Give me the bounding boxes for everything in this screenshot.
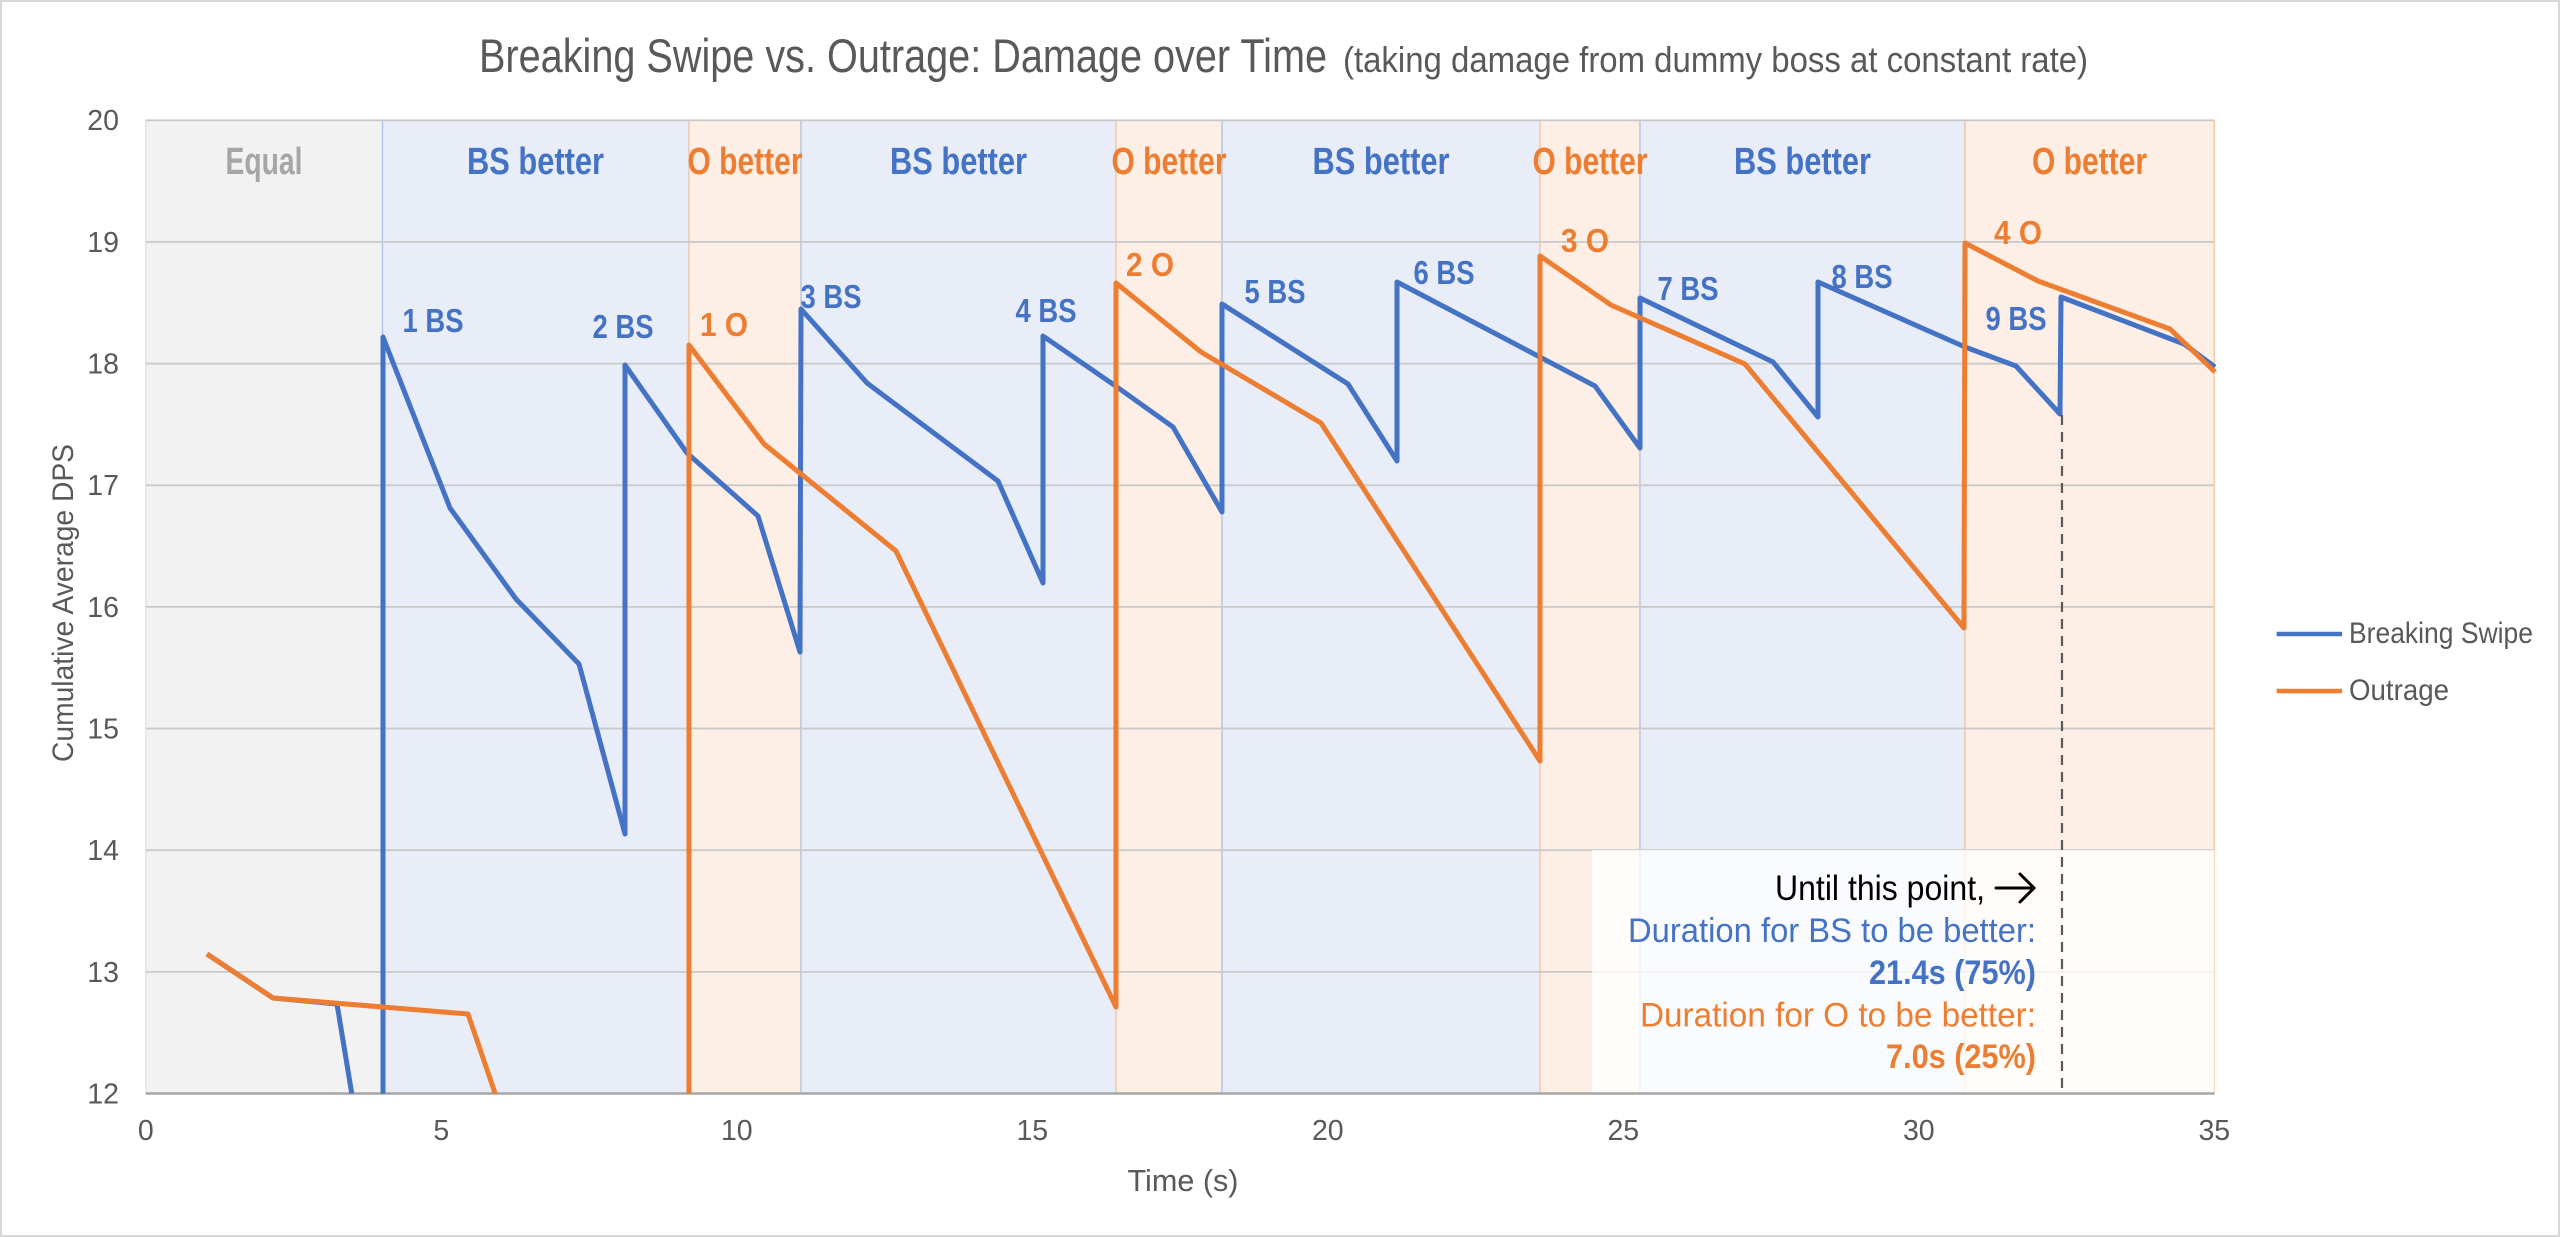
svg-text:17: 17 — [87, 470, 119, 502]
svg-text:Duration for O to be better:: Duration for O to be better: — [1640, 997, 2036, 1035]
svg-text:8 BS: 8 BS — [1832, 258, 1893, 295]
svg-text:15: 15 — [1016, 1115, 1048, 1147]
svg-text:10: 10 — [721, 1115, 753, 1147]
svg-text:6 BS: 6 BS — [1414, 254, 1475, 291]
svg-text:30: 30 — [1903, 1115, 1935, 1147]
svg-text:O better: O better — [688, 141, 803, 183]
svg-text:BS better: BS better — [1313, 141, 1450, 183]
svg-text:4 BS: 4 BS — [1016, 292, 1077, 329]
svg-text:O better: O better — [2032, 141, 2147, 183]
svg-text:7 BS: 7 BS — [1658, 270, 1719, 307]
svg-text:1 O: 1 O — [700, 306, 748, 343]
svg-text:15: 15 — [87, 713, 119, 745]
svg-text:3 BS: 3 BS — [801, 278, 862, 315]
svg-text:3 O: 3 O — [1561, 222, 1609, 259]
svg-text:Until this point,: Until this point, — [1775, 869, 1985, 908]
svg-text:BS better: BS better — [1734, 141, 1871, 183]
svg-text:Outrage: Outrage — [2349, 674, 2449, 707]
svg-text:Breaking Swipe: Breaking Swipe — [2349, 617, 2533, 650]
svg-text:5: 5 — [433, 1115, 449, 1147]
svg-text:21.4s (75%): 21.4s (75%) — [1869, 954, 2036, 992]
svg-text:20: 20 — [87, 105, 119, 137]
svg-text:Breaking Swipe vs. Outrage: Da: Breaking Swipe vs. Outrage: Damage over … — [479, 29, 1327, 82]
svg-text:2 BS: 2 BS — [593, 308, 654, 345]
svg-text:1 BS: 1 BS — [403, 302, 464, 339]
svg-text:19: 19 — [87, 227, 119, 259]
svg-text:16: 16 — [87, 592, 119, 624]
svg-text:14: 14 — [87, 835, 119, 867]
svg-text:Duration for BS to be better:: Duration for BS to be better: — [1628, 912, 2036, 950]
svg-text:20: 20 — [1312, 1115, 1344, 1147]
svg-text:35: 35 — [2198, 1115, 2230, 1147]
svg-text:13: 13 — [87, 957, 119, 989]
svg-text:Time (s): Time (s) — [1128, 1163, 1239, 1198]
svg-text:Equal: Equal — [226, 141, 303, 183]
svg-text:18: 18 — [87, 349, 119, 381]
svg-text:4 O: 4 O — [1994, 214, 2042, 251]
svg-text:25: 25 — [1607, 1115, 1639, 1147]
svg-text:7.0s (25%): 7.0s (25%) — [1886, 1038, 2036, 1076]
svg-text:2 O: 2 O — [1126, 246, 1174, 283]
svg-text:12: 12 — [87, 1078, 119, 1110]
svg-text:9 BS: 9 BS — [1986, 300, 2047, 337]
svg-text:BS better: BS better — [467, 141, 604, 183]
svg-text:O better: O better — [1533, 141, 1648, 183]
svg-text:O better: O better — [1112, 141, 1227, 183]
svg-text:Cumulative Average DPS: Cumulative Average DPS — [47, 444, 80, 762]
svg-text:BS better: BS better — [890, 141, 1027, 183]
svg-text:0: 0 — [138, 1115, 154, 1147]
svg-text:(taking damage from dummy boss: (taking damage from dummy boss at consta… — [1343, 39, 2088, 80]
svg-text:5 BS: 5 BS — [1245, 273, 1306, 310]
